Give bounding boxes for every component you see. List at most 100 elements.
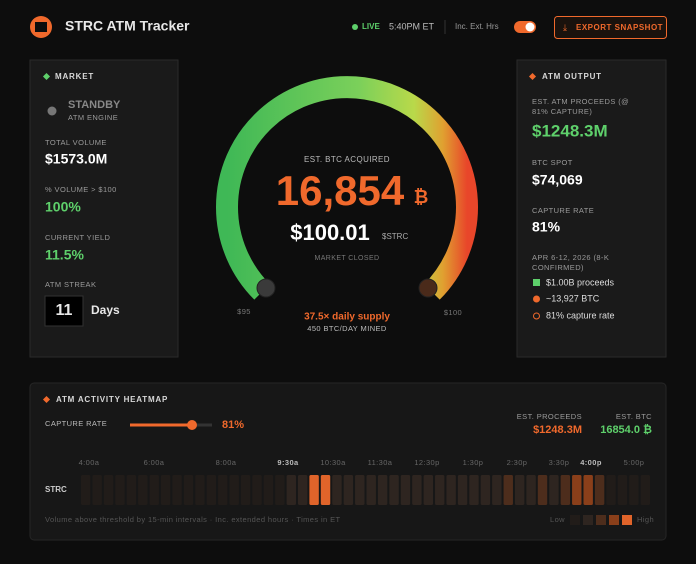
gauge-arc [216, 76, 478, 300]
proceeds: $1248.3M [532, 121, 608, 140]
toggle-knob [525, 22, 535, 32]
btc-symbol: ₿ [414, 187, 429, 207]
time-label: 4:00p [580, 458, 602, 467]
spot: $74,069 [532, 172, 583, 188]
capture-label: CAPTURE RATE [532, 206, 594, 215]
time-label: 5:00p [624, 458, 645, 467]
engine: ATM ENGINE [68, 113, 118, 122]
output-panel [516, 59, 667, 358]
gauge-min: $95 [237, 307, 251, 316]
heatmap-cell [240, 475, 251, 505]
time: 5:40PM ET [389, 21, 435, 31]
item: $1.00B proceeds [546, 277, 615, 287]
capture-label: CAPTURE RATE [45, 419, 107, 428]
capture-value: 81% [222, 419, 244, 431]
heatmap-cell [572, 475, 582, 505]
heatmap-cell [480, 475, 491, 505]
heatmap-cell [206, 475, 217, 505]
metric-label: % VOLUME > $100 [45, 185, 117, 194]
heatmap-cell [309, 475, 319, 505]
heatmap-cell [138, 475, 148, 505]
heatmap-cell [263, 475, 274, 505]
heatmap-cell [640, 475, 650, 505]
panel-title: ATM OUTPUT [542, 72, 602, 81]
logo-mark [35, 22, 47, 32]
market-status: MARKET CLOSED [315, 255, 380, 262]
time-label: 11:30a [368, 458, 393, 467]
spot-label: BTC SPOT [532, 158, 573, 167]
heatmap-cell [549, 475, 559, 505]
legend-high: High [637, 515, 654, 524]
ticker: $STRC [382, 232, 408, 241]
time-label: 2:30p [507, 458, 528, 467]
legend [570, 515, 632, 525]
heatmap-cell [320, 475, 331, 505]
time-label: 8:00a [216, 458, 237, 467]
heatmap-cell [583, 475, 593, 505]
bullet [42, 395, 51, 404]
status-dot [47, 106, 57, 116]
btc-acquired: 16,854 [276, 167, 405, 214]
heatmap-cell [275, 475, 285, 505]
legend-swatch [583, 515, 593, 525]
supply: 37.5× daily supply [304, 312, 390, 323]
heatmap-cell [412, 475, 422, 505]
download-icon: ⤓ [563, 22, 567, 32]
item: ~13,927 BTC [546, 293, 600, 303]
heatmap-cell [160, 475, 171, 505]
gauge-max: $100 [444, 308, 462, 317]
item-icon [533, 312, 540, 320]
legend-low: Low [550, 515, 565, 524]
gauge-end [418, 278, 438, 298]
metric-label: TOTAL VOLUME [45, 138, 107, 147]
time-label: 3:30p [549, 458, 570, 467]
heatmap-cell [389, 475, 399, 505]
heatmap-cell [503, 475, 513, 505]
toggle-label: Inc. Ext. Hrs [455, 22, 499, 31]
heatmap-cell [469, 475, 479, 505]
heatmap-cell [218, 475, 228, 505]
heatmap-cell [115, 475, 125, 505]
capture: 81% [532, 219, 561, 235]
heatmap-cell [126, 475, 137, 505]
bullet [528, 72, 537, 81]
streak-box [44, 295, 84, 327]
gauge-label: EST. BTC ACQUIRED [304, 155, 390, 164]
time-label: 1:30p [463, 458, 484, 467]
heatmap-cell [229, 475, 239, 505]
gauge-end [256, 278, 276, 298]
heatmap-cell [560, 475, 571, 505]
time-label: 10:30a [320, 458, 346, 467]
proceeds-label: EST. ATM PROCEEDS (@ 81% CAPTURE) [532, 97, 630, 116]
period-label: APR 6-12, 2026 (8-K CONFIRMED) [532, 253, 610, 272]
btc: 16854.0 ₿ [600, 424, 652, 436]
heatmap-cell [526, 475, 536, 505]
item-icon [533, 279, 540, 286]
heatmap-cell [606, 475, 616, 505]
export-button[interactable] [554, 16, 667, 39]
title: STRC ATM Tracker [65, 18, 190, 34]
slider-knob[interactable] [187, 420, 197, 430]
heatmap-cell [103, 475, 114, 505]
legend-swatch [570, 515, 580, 525]
heatmap-cells [81, 475, 650, 505]
heatmap-cell [514, 475, 525, 505]
time-label: 4:00a [79, 458, 100, 467]
heatmap-cell [172, 475, 182, 505]
heatmap-cell [355, 475, 365, 505]
legend-swatch [596, 515, 606, 525]
heatmap-cell [149, 475, 159, 505]
item-icon [533, 295, 540, 303]
time-label: 12:30p [414, 458, 439, 467]
item: 81% capture rate [546, 310, 615, 320]
heatmap-cell [366, 475, 376, 505]
row-label: STRC [45, 485, 67, 494]
heatmap-cell [81, 475, 91, 505]
heatmap-cell [435, 475, 445, 505]
proceeds-label: EST. PROCEEDS [517, 412, 582, 421]
heatmap-cell [195, 475, 205, 505]
heatmap-cell [92, 475, 102, 505]
heatmap-cell [492, 475, 502, 505]
status: STANDBY [68, 99, 121, 111]
